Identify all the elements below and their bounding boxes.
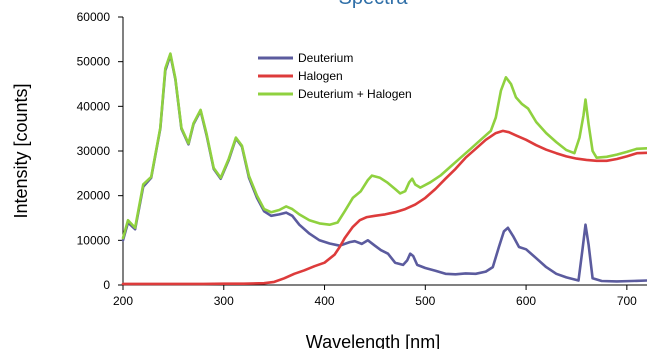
legend-label: Deuterium bbox=[298, 51, 353, 65]
x-axis-label: Wavelength [nm] bbox=[306, 332, 440, 349]
legend-label: Halogen bbox=[298, 69, 343, 83]
x-tick-label: 600 bbox=[516, 294, 536, 308]
y-tick-label: 20000 bbox=[77, 189, 111, 203]
y-axis-label: Intensity [counts] bbox=[11, 83, 31, 218]
y-tick-label: 40000 bbox=[77, 99, 111, 113]
x-tick-label: 200 bbox=[113, 294, 133, 308]
legend: Deuterium Halogen Deuterium + Halogen bbox=[258, 51, 412, 101]
x-tick-label: 300 bbox=[214, 294, 234, 308]
series-line-3 bbox=[121, 52, 647, 240]
x-tick-label: 500 bbox=[415, 294, 435, 308]
series-layer bbox=[121, 52, 647, 286]
x-tick-label: 400 bbox=[315, 294, 335, 308]
y-tick-label: 0 bbox=[103, 278, 110, 292]
axes: 0 10000 20000 30000 40000 50000 60000 200 300 400… bbox=[77, 10, 647, 308]
y-tick-label: 60000 bbox=[77, 10, 111, 24]
x-tick-label: 700 bbox=[617, 294, 637, 308]
chart-title: Spectra bbox=[339, 0, 409, 9]
y-tick-label: 50000 bbox=[77, 55, 111, 69]
y-tick-label: 10000 bbox=[77, 233, 111, 247]
legend-label: Deuterium + Halogen bbox=[298, 87, 412, 101]
y-tick-label: 30000 bbox=[77, 144, 111, 158]
series-line-2 bbox=[121, 129, 647, 286]
